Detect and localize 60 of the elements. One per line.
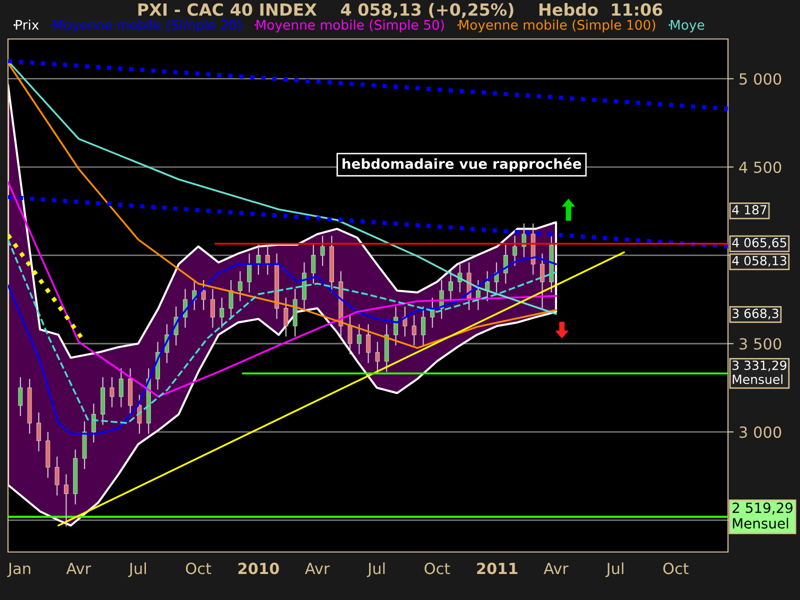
candlestick: [228, 279, 234, 320]
text: 4 058,13: [732, 256, 786, 267]
chart-title: PXI - CAC 40 INDEX 4 058,13 (+0,25%) Hebdo 11:06: [138, 3, 662, 18]
legend-label: Moyenne mobile (Simple 50): [256, 20, 444, 32]
candlestick: [412, 314, 416, 346]
candlestick: [348, 314, 352, 355]
x-tick-label: Jul: [606, 562, 624, 578]
text: 3 668,3: [732, 308, 778, 320]
candlestick: [375, 341, 380, 372]
line-series: [8, 181, 557, 398]
candlestick: [356, 324, 362, 355]
candlestick: [118, 368, 124, 408]
candlestick: [421, 306, 426, 346]
legend-label: Moye: [670, 20, 704, 32]
annotation: 3 331,29 Mensuel: [732, 360, 786, 384]
x-tick-label: Avr: [544, 562, 568, 574]
candlestick: [320, 235, 325, 266]
candlestick: [494, 262, 499, 293]
text: 4 187: [732, 205, 766, 214]
x-tick-label: Oct: [424, 562, 450, 574]
candlestick: [210, 288, 215, 328]
candlestick: [448, 270, 453, 302]
candlestick: [503, 244, 508, 284]
legend-label: Moyenne mobile (Simple 20): [54, 20, 241, 32]
y-tick-label: 5 000: [740, 73, 782, 85]
candlestick: [54, 456, 60, 496]
candlestick: [540, 253, 545, 309]
candlestick: [366, 324, 371, 364]
y-tick-label: 3 500: [740, 338, 782, 350]
candlestick: [265, 244, 270, 276]
x-tick-label: Oct: [186, 562, 212, 574]
candlestick: [18, 376, 23, 417]
x-tick-label: Avr: [305, 562, 330, 574]
x-tick-label: Jul: [366, 562, 385, 578]
candlestick: [247, 253, 252, 293]
candlestick: [220, 297, 224, 328]
x-tick-label: Jul: [128, 562, 146, 578]
x-tick-label: Avr: [66, 562, 92, 574]
y-tick-label: 4 500: [739, 161, 782, 174]
candlestick: [522, 222, 526, 258]
candlestick: [284, 297, 288, 338]
legend-label: Moyenne mobile (Simple 100): [460, 20, 656, 32]
y-tick-label: 3 000: [740, 426, 782, 438]
legend-title: Prix: [16, 20, 39, 30]
x-tick-label: Oct: [663, 562, 689, 574]
ref-line-label: 2 519,29 Mensuel: [732, 502, 792, 529]
candlestick: [256, 244, 261, 276]
candlestick: [201, 279, 206, 311]
candlestick: [238, 270, 242, 302]
annotation: hebdomadaire vue rapprochée: [342, 158, 582, 172]
candlestick: [64, 474, 68, 527]
x-tick-label: 2011: [477, 562, 518, 574]
candlestick: [110, 376, 114, 408]
x-tick-label: 2010: [238, 562, 279, 574]
x-tick-label: Jan: [7, 562, 30, 578]
candlestick: [311, 244, 316, 284]
candlestick: [36, 412, 41, 452]
candlestick: [91, 403, 96, 444]
candlestick: [512, 235, 518, 266]
annotation: 4 065,65: [732, 238, 786, 249]
